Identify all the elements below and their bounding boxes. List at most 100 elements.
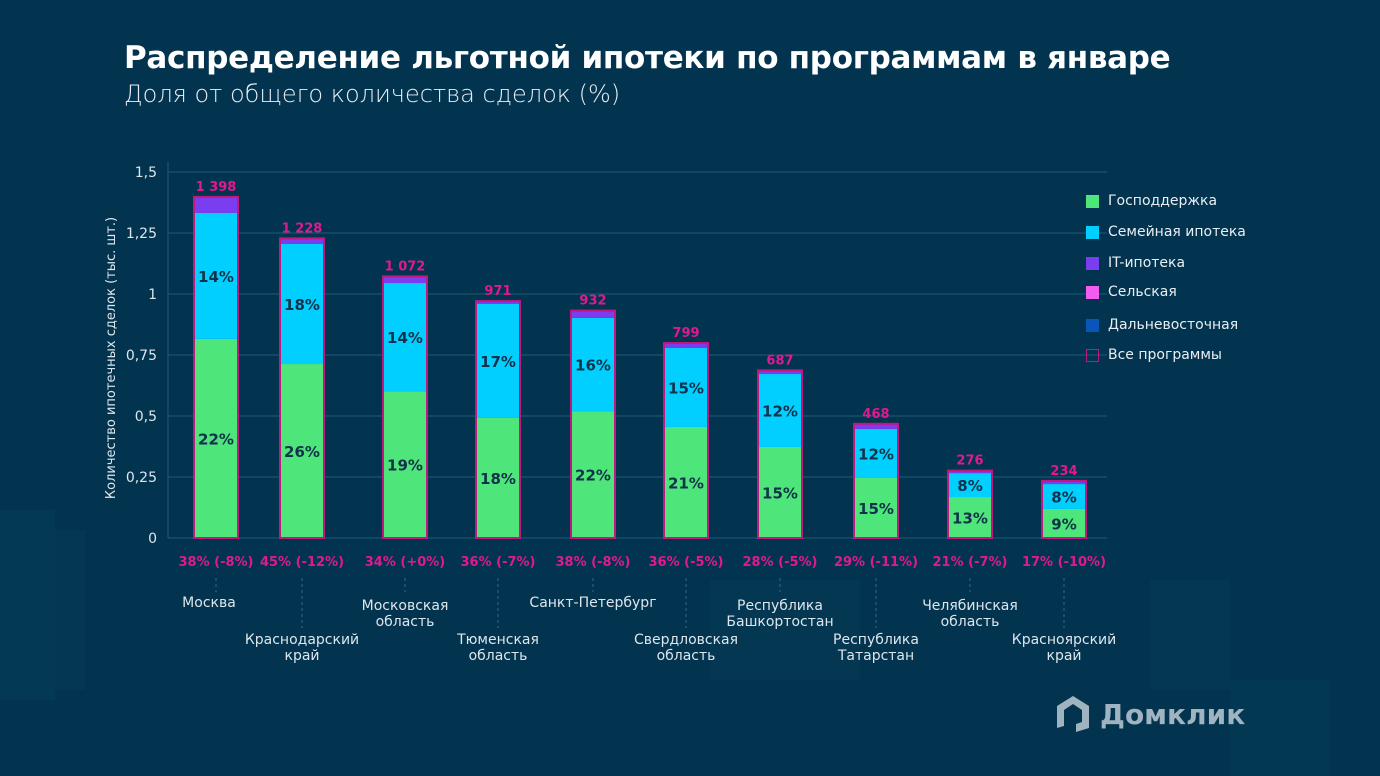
bar-segment-семейная-ипотека xyxy=(280,243,324,365)
bar-total-outline xyxy=(853,422,899,540)
bar-segment-it-ипотека xyxy=(280,238,324,244)
bar-segment-господдержка xyxy=(758,446,802,538)
bar-segment-господдержка xyxy=(194,338,238,538)
segment-percent-label: 22% xyxy=(575,467,611,485)
legend-label: IT-ипотека xyxy=(1108,255,1186,271)
share-label: 45% (-12%) xyxy=(260,555,344,570)
bar-segment-семейная-ипотека xyxy=(664,347,708,427)
segment-percent-label: 12% xyxy=(762,403,798,421)
bar-segment-it-ипотека xyxy=(194,196,238,213)
bar-segment-семейная-ипотека xyxy=(758,374,802,447)
category-label: Свердловская xyxy=(634,632,738,648)
share-label: 38% (-8%) xyxy=(556,555,631,570)
bar-total-label: 1 228 xyxy=(282,221,323,236)
category-label: край xyxy=(284,648,319,664)
segment-percent-label: 8% xyxy=(1051,489,1076,507)
category-label: Тюменская xyxy=(456,632,539,648)
y-axis-ticks: 0 0,25 0,5 0,75 1 1,25 1,5 xyxy=(126,165,157,547)
bar-total-outline xyxy=(757,369,803,540)
x-axis-categories: МоскваКраснодарскийкрайМосковскаяобласть… xyxy=(182,578,1116,664)
segment-percent-label: 17% xyxy=(480,353,516,371)
bar-segment-господдержка xyxy=(383,391,427,538)
segment-percent-label: 18% xyxy=(284,296,320,314)
legend-label: Сельская xyxy=(1108,284,1177,300)
share-label: 38% (-8%) xyxy=(179,555,254,570)
segment-percent-label: 19% xyxy=(387,457,423,475)
y-tick-label: 1 xyxy=(148,287,157,303)
category-label: Московская xyxy=(362,598,449,614)
bar-segment-it-ипотека xyxy=(571,310,615,318)
bar-total-label: 468 xyxy=(862,407,889,422)
share-label: 29% (-11%) xyxy=(834,555,918,570)
legend-item-rural: Сельская xyxy=(1086,284,1177,300)
segment-percent-label: 14% xyxy=(387,329,423,347)
legend-label: Господдержка xyxy=(1108,193,1218,209)
category-label: Республика xyxy=(833,632,919,648)
legend-swatch-icon xyxy=(1086,256,1099,270)
segment-percent-label: 16% xyxy=(575,357,611,375)
bar-segment-it-ипотека xyxy=(854,423,898,429)
y-tick-label: 0 xyxy=(148,531,157,547)
share-label: 17% (-10%) xyxy=(1022,555,1106,570)
house-logo-icon xyxy=(1057,696,1089,732)
segment-percent-label: 21% xyxy=(668,474,704,492)
legend-swatch-icon xyxy=(1086,318,1099,332)
bar-segment-семейная-ипотека xyxy=(571,317,615,412)
y-tick-label: 0,5 xyxy=(135,409,157,425)
bar-total-outline xyxy=(570,309,616,540)
bar-segment-it-ипотека xyxy=(664,343,708,348)
bar-total-label: 234 xyxy=(1050,464,1077,479)
bar-segment-господдержка xyxy=(1042,508,1086,538)
legend-label: Все программы xyxy=(1108,347,1222,363)
bar-total-label: 799 xyxy=(672,326,699,341)
category-label: область xyxy=(469,648,528,664)
bar-segment-семейная-ипотека xyxy=(948,473,992,498)
share-label: 28% (-5%) xyxy=(743,555,818,570)
share-label: 34% (+0%) xyxy=(365,555,446,570)
share-label: 21% (-7%) xyxy=(933,555,1008,570)
bar-total-label: 1 398 xyxy=(196,180,237,195)
legend-label: Дальневосточная xyxy=(1108,317,1239,333)
category-label: Татарстан xyxy=(837,648,914,664)
domclick-logo: Домклик xyxy=(1054,694,1245,734)
segment-percent-label: 15% xyxy=(762,484,798,502)
legend-item-family: Семейная ипотека xyxy=(1086,224,1246,240)
legend-item-it: IT-ипотека xyxy=(1086,255,1185,271)
segment-percent-label: 15% xyxy=(858,500,894,518)
segment-percent-label: 26% xyxy=(284,443,320,461)
legend-swatch-outline-icon xyxy=(1086,348,1099,362)
bar-total-outline xyxy=(279,237,325,539)
bar-segment-it-ипотека xyxy=(758,370,802,375)
legend-swatch-icon xyxy=(1086,225,1099,239)
y-tick-label: 0,25 xyxy=(126,470,157,486)
bar-total-outline xyxy=(475,300,521,539)
share-label: 36% (-7%) xyxy=(461,555,536,570)
category-label: область xyxy=(376,614,435,630)
category-label: область xyxy=(657,648,716,664)
segment-percent-label: 14% xyxy=(198,268,234,286)
bar-labels: 22% 14% 1 398 38% (-8%) 26% 18% 1 228 45% (-12%… xyxy=(179,180,1107,570)
share-label: 36% (-5%) xyxy=(649,555,724,570)
bar-segment-семейная-ипотека xyxy=(194,212,238,339)
bar-segment-семейная-ипотека xyxy=(476,304,520,418)
bar-segment-господдержка xyxy=(948,497,992,538)
bar-segment-господдержка xyxy=(854,477,898,538)
legend-swatch-icon xyxy=(1086,285,1099,299)
bar-total-label: 276 xyxy=(956,454,983,469)
bar-segment-семейная-ипотека xyxy=(1042,484,1086,509)
chart-subtitle: Доля от общего количества сделок (%) xyxy=(124,80,621,108)
bar-segment-господдержка xyxy=(280,364,324,538)
bar-total-outline xyxy=(663,342,709,539)
background-block xyxy=(55,530,85,690)
category-label: Республика xyxy=(737,598,823,614)
bar-total-outline xyxy=(947,469,993,540)
segment-percent-label: 8% xyxy=(957,477,982,495)
bar-segment-it-ипотека xyxy=(383,276,427,284)
category-label: Красноярский xyxy=(1012,632,1116,648)
bar-total-label: 971 xyxy=(484,284,511,299)
background-block xyxy=(1230,680,1330,776)
segment-percent-label: 12% xyxy=(858,445,894,463)
category-label: Москва xyxy=(182,595,236,611)
logo-text: Домклик xyxy=(1100,697,1246,731)
